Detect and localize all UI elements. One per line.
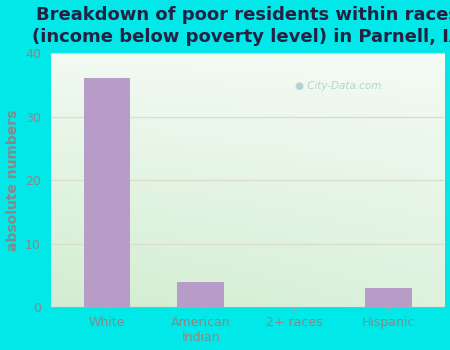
Bar	[84, 78, 130, 307]
Text: ● City-Data.com: ● City-Data.com	[295, 81, 381, 91]
Bar	[365, 288, 412, 307]
Title: Breakdown of poor residents within races
(income below poverty level) in Parnell: Breakdown of poor residents within races…	[32, 6, 450, 46]
Bar	[177, 282, 224, 307]
Y-axis label: absolute numbers: absolute numbers	[5, 110, 19, 251]
